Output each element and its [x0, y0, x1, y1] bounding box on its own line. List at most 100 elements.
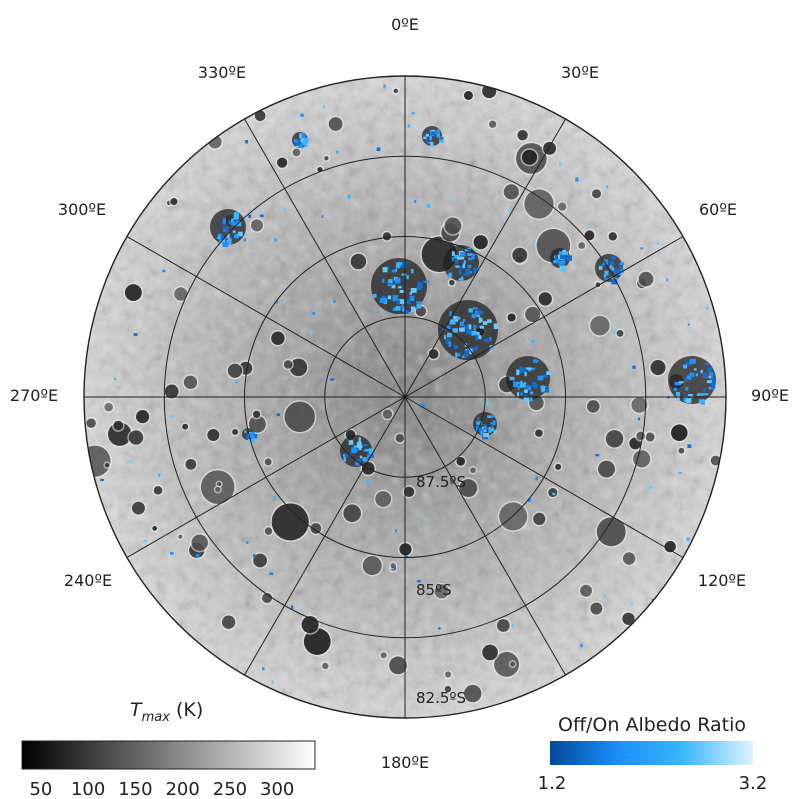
ice-pixel [595, 454, 600, 457]
crater-shadow [671, 424, 688, 441]
ice-pixel [706, 367, 712, 373]
ice-pixel [359, 455, 363, 459]
ice-pixel [462, 355, 466, 358]
ice-pixel [673, 387, 677, 391]
ice-pixel [630, 602, 633, 605]
ice-pixel [416, 284, 423, 291]
ice-pixel [248, 432, 252, 437]
ice-pixel [395, 268, 398, 272]
ice-pixel [233, 214, 239, 220]
ice-pixel [546, 371, 552, 375]
crater-shadow [128, 430, 144, 445]
ice-pixel [220, 234, 224, 240]
ice-pixel [368, 448, 374, 455]
crater-shadow [650, 360, 666, 376]
ice-pixel [685, 387, 689, 391]
crater-shadow [152, 526, 157, 531]
ice-pixel [246, 541, 249, 544]
ice-pixel [301, 141, 307, 146]
ice-pixel [530, 391, 534, 395]
ice-pixel [618, 266, 622, 270]
ice-pixel [708, 371, 714, 378]
ice-pixel [492, 420, 496, 426]
ice-pixel [687, 444, 692, 448]
albedo-colorbar-title: Off/On Albedo Ratio [558, 714, 746, 736]
ice-pixel [477, 416, 480, 422]
meridian-line [404, 396, 684, 558]
ice-pixel [478, 335, 482, 340]
crater-shadow [271, 331, 285, 345]
ice-pixel [603, 274, 607, 278]
ice-pixel [523, 396, 530, 402]
ice-pixel [602, 259, 609, 265]
ice-pixel [516, 392, 520, 397]
ice-pixel [406, 275, 409, 280]
ice-pixel [705, 306, 709, 310]
ice-pixel [676, 395, 680, 402]
ice-pixel [637, 417, 640, 421]
ice-pixel [640, 247, 644, 250]
ice-pixel [710, 382, 715, 389]
ice-pixel [611, 279, 618, 285]
ice-pixel [382, 295, 386, 300]
ice-pixel [244, 430, 247, 434]
ice-pixel [448, 273, 452, 279]
crater-shadow [403, 486, 415, 498]
ice-pixel [443, 334, 447, 340]
crater-shadow [636, 431, 645, 441]
ice-pixel [688, 393, 693, 397]
crater-shadow [524, 189, 554, 219]
ice-pixel [516, 369, 520, 376]
ice-pixel [232, 230, 236, 233]
ice-pixel [426, 204, 431, 208]
crater-shadow [710, 455, 721, 466]
ice-pixel [394, 277, 401, 284]
lat-label-85: 85ºS [416, 581, 452, 599]
ice-pixel [333, 299, 336, 303]
ice-pixel [482, 398, 486, 402]
ice-pixel [519, 366, 523, 372]
ice-pixel [488, 337, 492, 341]
crater-shadow [517, 129, 528, 141]
ice-pixel [388, 279, 393, 284]
ice-pixel [474, 346, 479, 351]
ice-pixel [534, 360, 539, 363]
ice-pixel [566, 255, 572, 261]
ice-pixel [395, 262, 401, 269]
ice-pixel [401, 261, 407, 266]
ice-pixel [300, 137, 304, 143]
ice-pixel [476, 314, 480, 318]
ice-pixel [610, 256, 616, 260]
crater-layer [84, 82, 723, 704]
ice-pixel [493, 430, 497, 435]
crater-shadow [250, 219, 263, 232]
ice-pixel [696, 393, 703, 396]
ice-pixel [195, 554, 200, 558]
ice-pixel [700, 370, 703, 374]
lon-label-180: 180ºE [381, 753, 429, 772]
ice-pixel [648, 486, 653, 489]
ice-pixel [231, 218, 234, 224]
ice-pixel [559, 265, 566, 271]
ice-pixel [459, 327, 465, 332]
ice-pixel [477, 310, 484, 315]
ice-pixel [300, 132, 306, 139]
ice-pixel [409, 292, 412, 295]
ice-pixel [520, 367, 527, 372]
ice-pixel [439, 136, 444, 143]
crater-shadow [84, 445, 111, 477]
ice-pixel [407, 124, 411, 128]
ice-pixel [248, 214, 252, 219]
ice-pixel [463, 324, 469, 329]
ice-pixel [698, 399, 705, 404]
crater-shadow [464, 91, 473, 100]
crater-shadow [124, 284, 142, 302]
ice-pixel [455, 316, 461, 320]
ice-pixel [678, 471, 682, 475]
lon-label-90: 90ºE [751, 386, 789, 405]
crater-shadow [380, 652, 387, 659]
ice-pixel [464, 350, 470, 353]
crater-shadow [136, 410, 150, 424]
crater-shadow [264, 458, 272, 466]
crater-shadow [393, 88, 398, 94]
